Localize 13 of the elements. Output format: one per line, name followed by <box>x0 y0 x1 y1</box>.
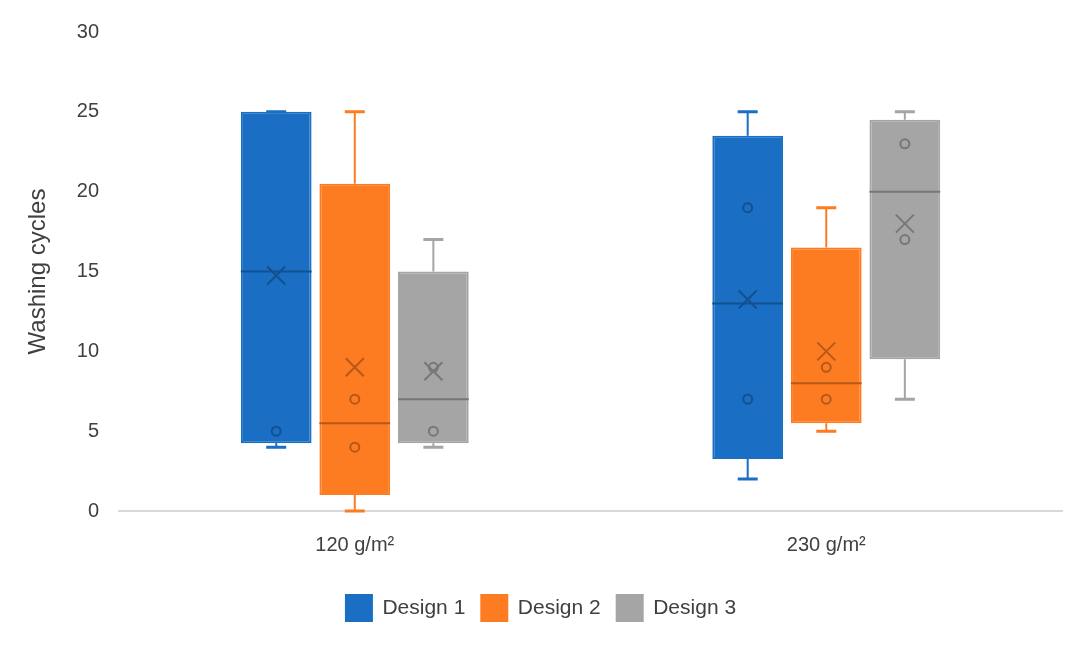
x-tick-label: 230 g/m² <box>786 532 867 555</box>
y-axis-title: Washing cycles <box>23 188 51 355</box>
y-tick-label: 25 <box>76 99 100 122</box>
legend-label: Design 2 <box>517 594 601 618</box>
y-tick-label: 10 <box>76 338 100 361</box>
y-tick-label: 30 <box>76 19 100 42</box>
y-tick-label: 0 <box>87 498 100 521</box>
x-tick-label: 120 g/m² <box>315 532 395 555</box>
legend-label: Design 3 <box>653 594 737 618</box>
y-tick-label: 20 <box>76 179 100 202</box>
y-tick-label: 5 <box>87 418 100 441</box>
legend-label: Design 1 <box>382 594 466 618</box>
y-tick-label: 15 <box>76 259 100 282</box>
